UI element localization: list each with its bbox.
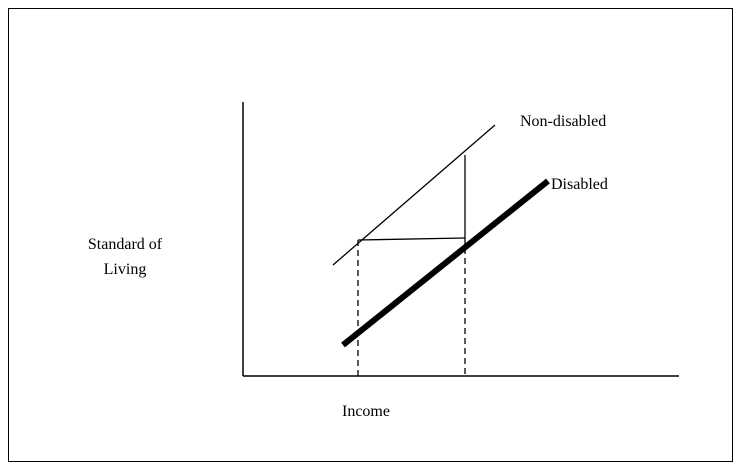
non-disabled-line	[332, 124, 496, 266]
disabled-line	[341, 178, 550, 348]
x-axis-label: Income	[342, 403, 390, 420]
frame	[8, 8, 733, 462]
lower-curve-label: Disabled	[551, 176, 608, 193]
horizontal-connector	[357, 237, 466, 241]
y-axis-label: Standard of	[88, 236, 163, 253]
y-axis-label: Living	[104, 261, 147, 278]
upper-curve-label: Non-disabled	[520, 113, 606, 130]
